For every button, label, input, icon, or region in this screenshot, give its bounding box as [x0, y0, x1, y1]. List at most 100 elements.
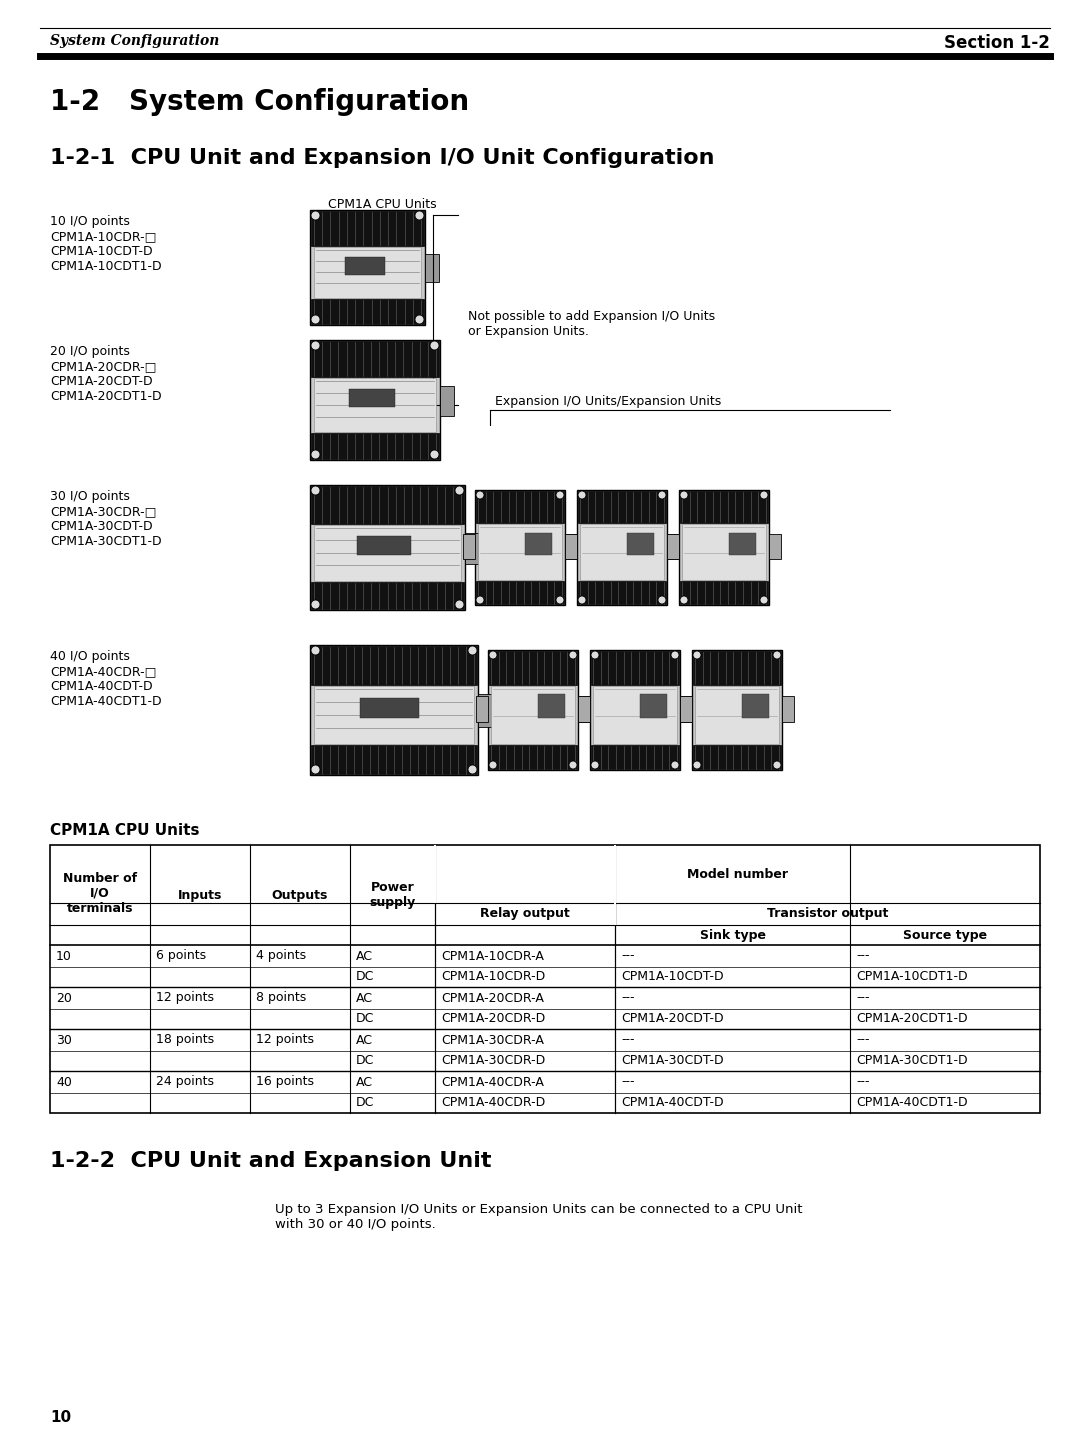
- Circle shape: [468, 765, 477, 773]
- Bar: [626, 532, 653, 555]
- Circle shape: [773, 651, 781, 659]
- Text: 24 points: 24 points: [156, 1075, 214, 1089]
- Bar: [426, 254, 438, 283]
- Bar: [681, 524, 766, 580]
- Bar: [440, 386, 454, 416]
- Circle shape: [415, 211, 424, 220]
- Bar: [525, 532, 552, 555]
- Bar: [696, 686, 779, 743]
- Text: 1-2-1  CPU Unit and Expansion I/O Unit Configuration: 1-2-1 CPU Unit and Expansion I/O Unit Co…: [50, 148, 715, 168]
- Bar: [680, 581, 768, 604]
- Bar: [478, 695, 492, 728]
- Text: CPM1A-30CDT-D: CPM1A-30CDT-D: [621, 1055, 724, 1068]
- Circle shape: [671, 651, 679, 659]
- Bar: [615, 903, 616, 926]
- Bar: [310, 340, 440, 461]
- Bar: [577, 489, 667, 606]
- Text: 1-2   System Configuration: 1-2 System Configuration: [50, 88, 469, 116]
- Bar: [314, 247, 421, 297]
- Circle shape: [671, 761, 679, 769]
- Bar: [311, 646, 477, 684]
- Bar: [463, 534, 475, 560]
- Bar: [310, 644, 478, 775]
- Text: Source type: Source type: [903, 928, 987, 941]
- Bar: [310, 210, 426, 324]
- Text: ---: ---: [621, 1033, 635, 1046]
- Bar: [667, 534, 679, 560]
- Bar: [476, 696, 488, 722]
- Circle shape: [680, 596, 688, 604]
- Text: CPM1A-20CDT1-D: CPM1A-20CDT1-D: [856, 1013, 968, 1026]
- Text: Expansion I/O Units/Expansion Units: Expansion I/O Units/Expansion Units: [495, 395, 721, 408]
- Text: DC: DC: [356, 1055, 375, 1068]
- Bar: [578, 491, 666, 524]
- Text: CPM1A-40CDR-A: CPM1A-40CDR-A: [441, 1075, 544, 1089]
- Text: Section 1-2: Section 1-2: [944, 34, 1050, 52]
- Text: CPM1A-20CDR-A: CPM1A-20CDR-A: [441, 992, 544, 1004]
- Text: ---: ---: [856, 950, 869, 963]
- Bar: [476, 581, 564, 604]
- Text: Sink type: Sink type: [700, 928, 766, 941]
- Circle shape: [311, 646, 320, 654]
- Text: Transistor output: Transistor output: [767, 907, 888, 920]
- Bar: [591, 651, 679, 684]
- Text: CPM1A-10CDT1-D: CPM1A-10CDT1-D: [856, 970, 968, 983]
- Bar: [729, 532, 756, 555]
- Text: 1-2-2  CPU Unit and Expansion Unit: 1-2-2 CPU Unit and Expansion Unit: [50, 1151, 491, 1171]
- Bar: [769, 534, 781, 560]
- Bar: [742, 695, 769, 718]
- Bar: [680, 696, 692, 722]
- Text: 10: 10: [56, 950, 72, 963]
- Circle shape: [578, 596, 586, 604]
- Bar: [593, 686, 677, 743]
- Text: AC: AC: [356, 1075, 373, 1089]
- Text: 10: 10: [50, 1411, 71, 1425]
- Bar: [356, 535, 410, 555]
- Bar: [578, 696, 590, 722]
- Bar: [478, 524, 562, 580]
- Text: ---: ---: [621, 992, 635, 1004]
- Circle shape: [591, 651, 599, 659]
- Text: 18 points: 18 points: [156, 1033, 214, 1046]
- Text: ---: ---: [856, 992, 869, 1004]
- Bar: [310, 485, 465, 610]
- Text: CPM1A-10CDR-A: CPM1A-10CDR-A: [441, 950, 544, 963]
- Text: Number of
I/O
terminals: Number of I/O terminals: [63, 871, 137, 914]
- Bar: [580, 524, 664, 580]
- Text: 4 points: 4 points: [256, 950, 306, 963]
- Circle shape: [468, 646, 477, 654]
- Bar: [693, 651, 781, 684]
- Bar: [491, 686, 575, 743]
- Text: 8 points: 8 points: [256, 992, 307, 1004]
- Text: 40 I/O points
CPM1A-40CDR-□
CPM1A-40CDT-D
CPM1A-40CDT1-D: 40 I/O points CPM1A-40CDR-□ CPM1A-40CDT-…: [50, 650, 162, 707]
- Bar: [476, 491, 564, 524]
- Text: Model number: Model number: [687, 868, 788, 881]
- Circle shape: [693, 651, 701, 659]
- Bar: [361, 697, 419, 718]
- Text: 20 I/O points
CPM1A-20CDR-□
CPM1A-20CDT-D
CPM1A-20CDT1-D: 20 I/O points CPM1A-20CDR-□ CPM1A-20CDT-…: [50, 344, 162, 403]
- Text: Up to 3 Expansion I/O Units or Expansion Units can be connected to a CPU Unit
wi: Up to 3 Expansion I/O Units or Expansion…: [275, 1203, 802, 1231]
- Text: System Configuration: System Configuration: [50, 34, 219, 47]
- Text: CPM1A-20CDR-D: CPM1A-20CDR-D: [441, 1013, 545, 1026]
- Bar: [590, 650, 680, 771]
- Text: CPM1A CPU Units: CPM1A CPU Units: [328, 198, 436, 211]
- Bar: [489, 651, 577, 684]
- Bar: [314, 377, 436, 432]
- Bar: [538, 695, 565, 718]
- Circle shape: [489, 651, 497, 659]
- Circle shape: [773, 761, 781, 769]
- Text: AC: AC: [356, 992, 373, 1004]
- Bar: [311, 486, 464, 524]
- Bar: [434, 845, 436, 903]
- Bar: [349, 389, 394, 408]
- Bar: [488, 650, 578, 771]
- Text: 20: 20: [56, 992, 72, 1004]
- Bar: [679, 489, 769, 606]
- Text: Inputs: Inputs: [178, 888, 222, 901]
- Text: CPM1A-30CDR-D: CPM1A-30CDR-D: [441, 1055, 545, 1068]
- Bar: [311, 298, 424, 324]
- Bar: [591, 745, 679, 769]
- Bar: [565, 534, 577, 560]
- Circle shape: [430, 451, 438, 459]
- Bar: [311, 432, 438, 459]
